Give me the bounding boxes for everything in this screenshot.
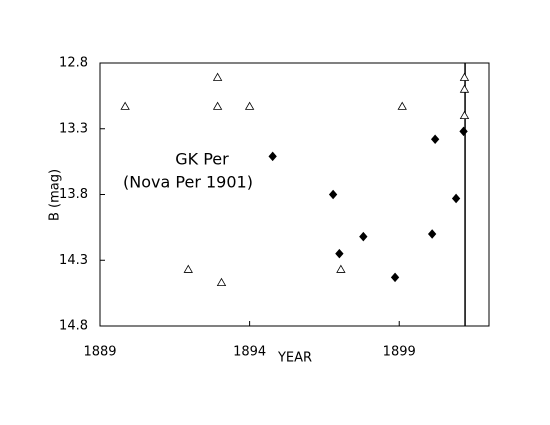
data-point xyxy=(212,101,223,110)
x-axis-label: YEAR xyxy=(277,351,312,366)
y-tick-label: 12.8 xyxy=(59,56,88,71)
data-point xyxy=(459,84,470,93)
data-point xyxy=(328,189,338,200)
y-tick-label: 14.3 xyxy=(59,253,88,268)
x-tick-label: 1894 xyxy=(233,345,266,360)
x-tick-label: 1889 xyxy=(83,345,116,360)
data-point xyxy=(183,264,193,273)
y-tick-label: 14.8 xyxy=(59,319,88,334)
data-point xyxy=(244,101,255,110)
data-point xyxy=(212,72,223,81)
y-tick-label: 13.8 xyxy=(59,187,88,202)
data-point xyxy=(430,134,440,145)
annotation: (Nova Per 1901) xyxy=(123,173,253,192)
data-point xyxy=(336,264,346,273)
data-point xyxy=(427,229,437,239)
data-point xyxy=(216,277,227,287)
x-tick-label: 1899 xyxy=(383,345,416,360)
data-point xyxy=(268,151,277,162)
annotation: GK Per xyxy=(175,150,229,169)
data-point xyxy=(459,126,468,137)
data-point xyxy=(390,272,400,283)
data-point xyxy=(120,101,130,110)
data-point xyxy=(397,101,407,110)
data-point xyxy=(451,193,461,204)
y-axis-label: B (mag) xyxy=(48,169,63,221)
data-point xyxy=(459,72,470,81)
plot-frame xyxy=(99,62,490,327)
data-point xyxy=(335,248,344,259)
data-point xyxy=(459,110,470,119)
data-point xyxy=(359,231,368,242)
y-tick-label: 13.3 xyxy=(59,121,88,136)
